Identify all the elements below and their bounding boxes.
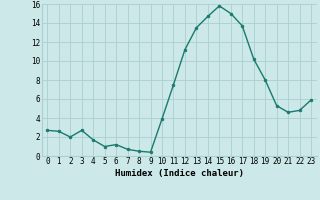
X-axis label: Humidex (Indice chaleur): Humidex (Indice chaleur) <box>115 169 244 178</box>
